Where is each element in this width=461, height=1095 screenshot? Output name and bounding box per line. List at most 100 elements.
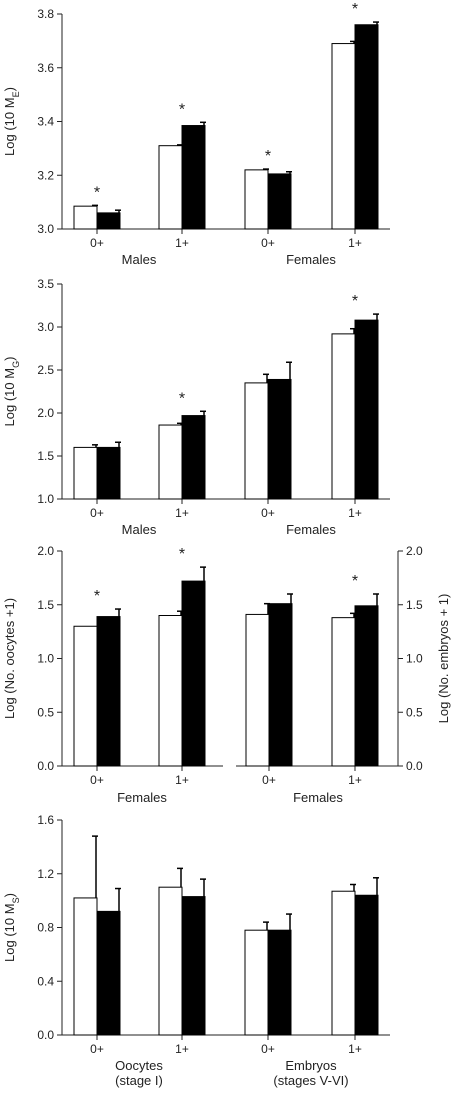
y-tick-label: 0.0: [406, 759, 423, 773]
y-tick-label: 1.5: [406, 598, 423, 612]
y-axis-label-subscript: S: [11, 897, 21, 903]
x-tick-label: 1+: [348, 506, 362, 520]
y-tick-label: 2.0: [406, 544, 423, 558]
group-label: Females: [286, 522, 336, 537]
x-tick-label: 0+: [90, 506, 104, 520]
y-tick-label: 3.0: [37, 222, 54, 236]
y-tick-label: 3.4: [37, 115, 54, 129]
y-axis-label: Log (10 MG): [2, 357, 21, 427]
significance-marker: *: [179, 390, 185, 407]
significance-marker: *: [352, 1, 358, 18]
y-tick-label: 0.4: [37, 974, 54, 988]
significance-marker: *: [94, 184, 100, 201]
bar: [181, 896, 206, 1036]
bar: [245, 613, 270, 767]
y-axis-label-close: ): [2, 87, 17, 91]
bar: [244, 169, 269, 230]
bar: [267, 173, 292, 230]
x-tick-label: 0+: [90, 773, 104, 787]
bar: [96, 446, 121, 500]
x-tick-label: 0+: [261, 236, 275, 250]
y-axis-label-close: ): [2, 357, 17, 361]
x-tick-label: 1+: [348, 773, 362, 787]
y-tick-label: 3.2: [37, 168, 54, 182]
bar: [331, 333, 356, 500]
bar: [73, 205, 98, 230]
x-tick-label: 1+: [175, 773, 189, 787]
bar: [267, 378, 292, 500]
x-tick-label: 1+: [175, 236, 189, 250]
x-tick-label: 0+: [261, 506, 275, 520]
bar: [181, 580, 206, 767]
y-axis-label: Log (10 ME): [2, 87, 21, 156]
y-axis-label: Log (10 MS): [2, 893, 21, 962]
bar: [354, 605, 379, 767]
x-tick-label: 0+: [90, 1042, 104, 1056]
x-tick-label: 0+: [262, 773, 276, 787]
y-tick-label: 1.0: [37, 652, 54, 666]
group-label: Females: [117, 790, 167, 805]
bar: [158, 615, 183, 767]
y-tick-label: 1.0: [406, 652, 423, 666]
y-tick-label: 1.2: [37, 867, 54, 881]
group-label: Oocytes: [115, 1058, 163, 1073]
bar: [268, 603, 293, 767]
y-tick-label: 0.5: [406, 705, 423, 719]
bar: [354, 24, 379, 230]
significance-marker: *: [179, 546, 185, 563]
bar: [158, 424, 183, 500]
y-tick-label: 0.5: [37, 705, 54, 719]
group-label: Males: [122, 252, 157, 267]
x-tick-label: 1+: [175, 506, 189, 520]
chart-panel-5: 0.0 0.4 0.8 1.2 1.6 Log (10 MS) 0+ 1+ 0+ 1+ Oocyte…: [2, 813, 390, 1088]
y-axis-label: Log (No. oocytes +1): [2, 598, 17, 719]
bar: [267, 929, 292, 1036]
y-tick-label: 3.8: [37, 7, 54, 21]
bar: [96, 616, 121, 767]
chart-panel-4: 0.0 0.5 1.0 1.5 2.0 Log (No. embryos + 1) 0+ * 1…: [236, 544, 451, 805]
y-tick-label: 3.6: [37, 61, 54, 75]
bar: [354, 894, 379, 1036]
bar: [181, 125, 206, 230]
significance-marker: *: [352, 573, 358, 590]
bar: [181, 415, 206, 500]
x-tick-label: 0+: [90, 236, 104, 250]
bar: [244, 382, 269, 500]
chart-panel-2: 1.0 1.5 2.0 2.5 3.0 3.5 Log (10 MG) 0+ * 1+ 0+ * 1+ M…: [2, 277, 390, 537]
chart-panel-1: 3.0 3.2 3.4 3.6 3.8 Log (10 ME) * 0+ * 1+ * 0+ * 1+ Ma…: [2, 1, 390, 267]
y-tick-label: 2.5: [37, 363, 54, 377]
significance-marker: *: [265, 148, 271, 165]
x-tick-label: 1+: [348, 236, 362, 250]
y-tick-label: 1.0: [37, 492, 54, 506]
chart-panel-3: 0.0 0.5 1.0 1.5 2.0 Log (No. oocytes +1) * 0+ * 1…: [2, 544, 223, 805]
y-tick-label: 1.5: [37, 598, 54, 612]
y-tick-label: 0.8: [37, 921, 54, 935]
bar: [354, 319, 379, 500]
bar: [331, 617, 356, 767]
bar: [331, 43, 356, 230]
y-tick-label: 1.6: [37, 813, 54, 827]
significance-marker: *: [352, 293, 358, 310]
x-tick-label: 1+: [175, 1042, 189, 1056]
y-tick-label: 3.5: [37, 277, 54, 291]
x-tick-label: 1+: [348, 1042, 362, 1056]
group-label: Embryos: [285, 1058, 337, 1073]
y-tick-label: 2.0: [37, 406, 54, 420]
bar: [73, 625, 98, 767]
bar: [244, 929, 269, 1036]
bar: [158, 145, 183, 230]
group-label: (stages V-VI): [273, 1073, 348, 1088]
bar: [331, 890, 356, 1036]
group-label: Females: [293, 790, 343, 805]
y-axis-label: Log (No. embryos + 1): [436, 594, 451, 724]
x-tick-label: 0+: [261, 1042, 275, 1056]
y-tick-label: 1.5: [37, 449, 54, 463]
group-label: (stage I): [115, 1073, 163, 1088]
y-axis-label-subscript: E: [11, 91, 21, 97]
y-tick-label: 0.0: [37, 1028, 54, 1042]
bar: [96, 910, 121, 1036]
y-tick-label: 0.0: [37, 759, 54, 773]
y-axis-label-close: ): [2, 893, 17, 897]
bar: [73, 446, 98, 500]
